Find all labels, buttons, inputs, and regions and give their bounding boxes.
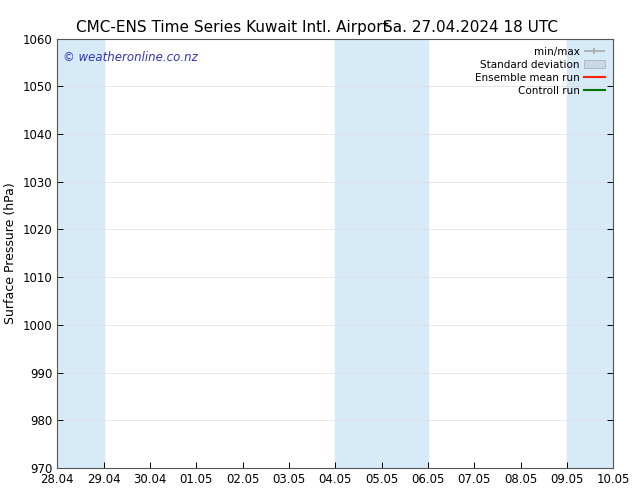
Y-axis label: Surface Pressure (hPa): Surface Pressure (hPa) <box>4 182 17 324</box>
Bar <box>57 39 103 468</box>
Bar <box>335 39 428 468</box>
Legend: min/max, Standard deviation, Ensemble mean run, Controll run: min/max, Standard deviation, Ensemble me… <box>472 44 608 99</box>
Text: © weatheronline.co.nz: © weatheronline.co.nz <box>63 51 198 65</box>
Bar <box>567 39 634 468</box>
Text: CMC-ENS Time Series Kuwait Intl. Airport: CMC-ENS Time Series Kuwait Intl. Airport <box>76 20 389 35</box>
Text: Sa. 27.04.2024 18 UTC: Sa. 27.04.2024 18 UTC <box>383 20 558 35</box>
